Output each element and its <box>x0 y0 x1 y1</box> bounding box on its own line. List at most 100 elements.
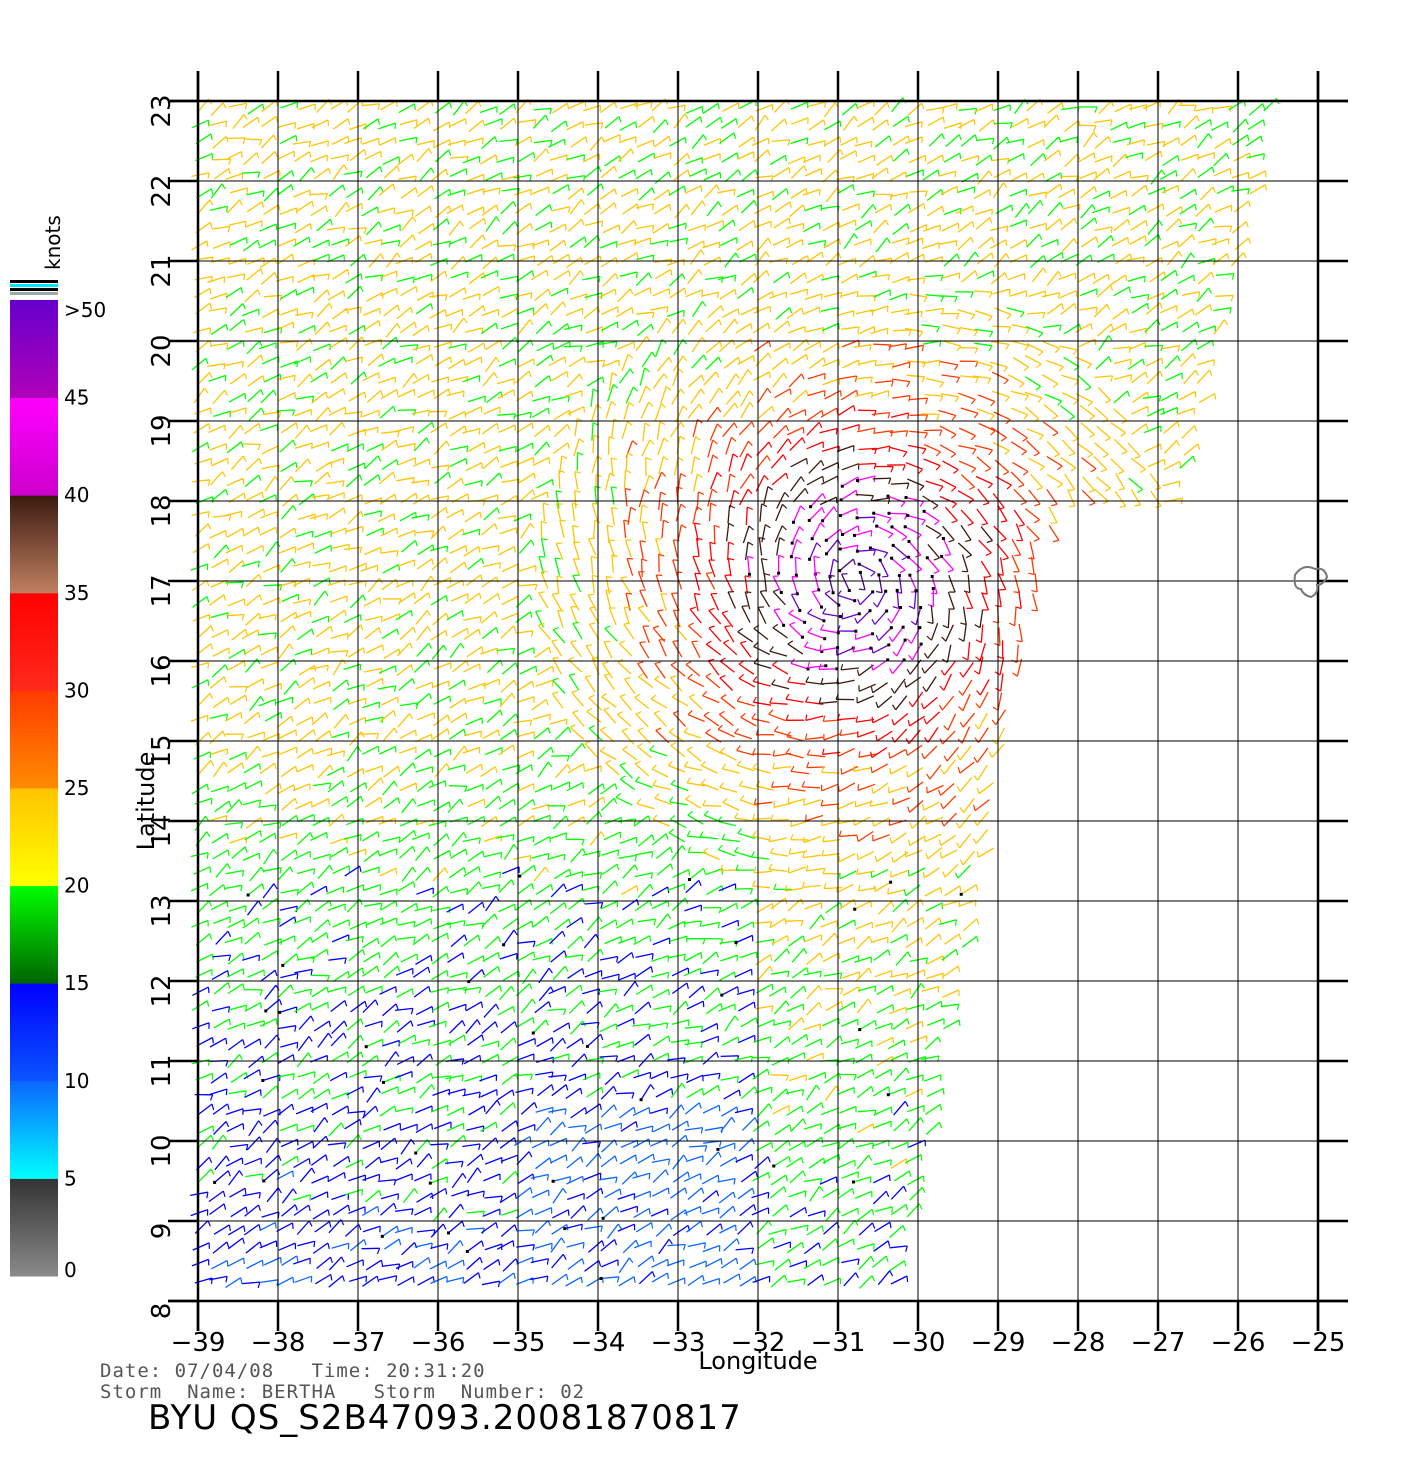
wind-barb <box>872 817 890 827</box>
wind-barb <box>377 207 396 214</box>
wind-barb <box>297 1087 315 1100</box>
wind-barb <box>551 754 570 762</box>
wind-barb <box>500 679 517 693</box>
wind-barb <box>1130 371 1148 384</box>
wind-barb <box>226 527 245 538</box>
wind-barb <box>856 664 874 677</box>
wind-barb <box>364 1156 382 1169</box>
wind-barb <box>600 101 618 114</box>
wind-barb <box>311 1175 329 1184</box>
wind-barb <box>943 340 962 352</box>
wind-barb <box>502 970 521 981</box>
wind-barb <box>739 1204 757 1217</box>
wind-barb <box>412 325 430 337</box>
wind-barb <box>673 152 691 166</box>
wind-barb <box>617 341 635 350</box>
wind-barb <box>893 148 910 162</box>
wind-barb <box>617 1223 636 1232</box>
wind-barb <box>362 1124 381 1133</box>
wind-barb <box>771 188 789 201</box>
wind-barb <box>672 1171 690 1183</box>
wind-barb <box>260 646 279 656</box>
wind-barb <box>1059 290 1078 299</box>
wind-barb <box>667 883 686 892</box>
wind-barb <box>942 989 960 998</box>
wind-barb <box>312 680 331 690</box>
wind-barb <box>499 103 517 116</box>
wind-barb <box>638 489 650 508</box>
wind-barb <box>878 558 889 578</box>
wind-barb <box>566 1241 585 1249</box>
wind-barb <box>397 153 415 166</box>
wind-barb <box>432 867 449 882</box>
wind-barb <box>977 236 995 250</box>
wind-barb <box>331 1242 350 1250</box>
wind-barb <box>569 724 585 740</box>
latitude-tick-label: 18 <box>147 494 177 527</box>
wind-barb <box>448 1003 467 1011</box>
wind-barb <box>940 1003 960 1011</box>
wind-barb <box>445 308 464 318</box>
wind-barb <box>229 1143 249 1151</box>
wind-barb <box>1110 422 1126 437</box>
wind-barb <box>738 421 755 436</box>
wind-barb <box>212 158 232 166</box>
wind-barb <box>241 1281 261 1289</box>
wind-barb <box>639 540 646 559</box>
wind-barb <box>940 849 958 859</box>
wind-barb <box>641 351 656 368</box>
wind-barb <box>1058 272 1077 281</box>
wind-barb <box>752 1275 771 1284</box>
wind-barb <box>501 612 519 621</box>
wind-barb <box>497 1089 515 1101</box>
wind-barb <box>876 985 894 996</box>
wind-barb <box>752 763 771 774</box>
wind-barb <box>1007 153 1025 163</box>
wind-barb <box>483 871 502 878</box>
wind-barb <box>553 868 572 880</box>
wind-barb <box>213 1170 231 1184</box>
wind-barb <box>227 1038 245 1051</box>
wind-barb <box>872 511 892 524</box>
wind-barb <box>499 1137 517 1149</box>
wind-barb <box>485 472 503 486</box>
wind-barb <box>1112 206 1131 214</box>
longitude-tick-label: −35 <box>491 1328 546 1358</box>
wind-barb <box>264 476 280 492</box>
wind-barb <box>276 715 294 728</box>
wind-barb <box>703 152 721 161</box>
wind-barb <box>211 1260 229 1270</box>
wind-barb <box>366 1087 381 1103</box>
wind-barb <box>264 938 282 946</box>
wind-barb <box>652 988 670 999</box>
wind-barb <box>243 422 261 435</box>
wind-barb <box>623 606 631 625</box>
wind-barb <box>465 327 484 334</box>
wind-barb <box>788 409 807 418</box>
wind-barb <box>516 422 534 434</box>
wind-barb <box>944 933 962 945</box>
wind-barb <box>552 253 571 265</box>
wind-barb <box>856 830 874 842</box>
wind-barb <box>753 642 770 656</box>
wind-barb <box>361 866 380 874</box>
wind-barb <box>1162 120 1181 128</box>
wind-barb <box>654 403 667 421</box>
wind-barb <box>328 1275 345 1288</box>
wind-barb <box>734 888 754 895</box>
wind-barb <box>331 1105 350 1116</box>
wind-barb <box>752 696 772 706</box>
wind-barb <box>857 562 876 577</box>
wind-barb <box>858 683 876 692</box>
wind-barb <box>413 437 430 452</box>
wind-barb <box>893 1067 910 1082</box>
wind-barb <box>1078 272 1096 283</box>
wind-barb <box>486 659 504 674</box>
wind-barb <box>737 355 755 366</box>
wind-barb <box>688 867 706 881</box>
wind-barb <box>822 608 842 618</box>
wind-barb <box>361 206 379 217</box>
wind-barb <box>922 359 941 367</box>
wind-barb <box>225 733 244 740</box>
wind-barb <box>262 1119 279 1134</box>
